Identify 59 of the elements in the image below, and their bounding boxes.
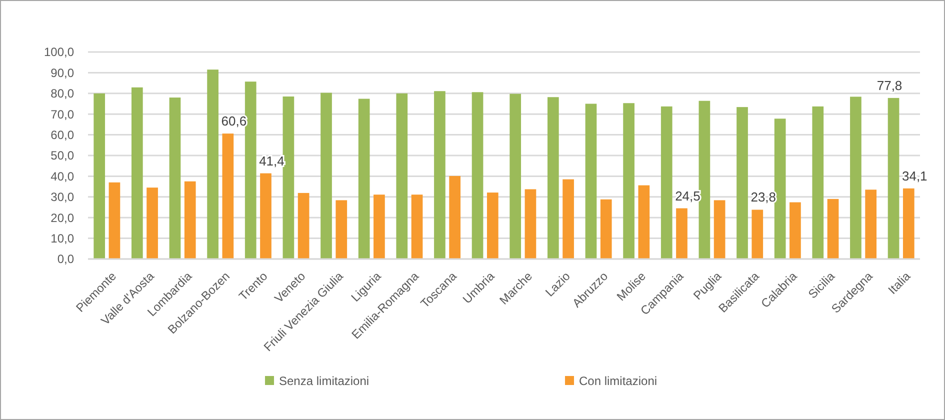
bar <box>411 194 423 259</box>
data-label: 77,8 <box>876 78 902 93</box>
legend-label: Con limitazioni <box>579 374 658 388</box>
bar <box>638 185 650 259</box>
bar <box>698 100 710 259</box>
bar <box>865 190 877 259</box>
bar <box>486 192 498 259</box>
y-tick-label: 90,0 <box>50 66 74 80</box>
data-label: 34,1 <box>902 168 928 184</box>
bar <box>94 93 106 259</box>
bar <box>790 202 801 259</box>
bar <box>244 82 256 259</box>
bar <box>676 208 688 259</box>
bar <box>449 176 461 259</box>
bar <box>336 200 348 259</box>
bar <box>585 104 597 259</box>
y-tick-label: 20,0 <box>50 210 74 225</box>
bar <box>547 97 559 259</box>
bar <box>623 103 634 259</box>
legend-label: Senza limitazioni <box>279 374 370 388</box>
y-tick-label: 30,0 <box>50 190 74 204</box>
y-tick-label: 80,0 <box>50 86 74 101</box>
bar <box>472 92 484 259</box>
bar <box>774 118 786 259</box>
y-tick-label: 50,0 <box>50 148 74 163</box>
bar <box>146 188 158 259</box>
bar <box>714 200 726 259</box>
bar <box>282 96 294 259</box>
bar <box>358 98 370 259</box>
bar <box>524 189 536 259</box>
y-tick-label: 0,0 <box>57 252 74 266</box>
bar <box>374 194 385 259</box>
bar <box>600 199 612 259</box>
bar <box>169 98 181 259</box>
bar <box>184 181 196 259</box>
y-tick-label: 40,0 <box>50 169 74 184</box>
bar <box>260 173 272 259</box>
bar <box>207 70 218 259</box>
bar <box>736 107 748 259</box>
bar <box>902 188 914 259</box>
bar <box>396 93 408 259</box>
y-tick-label: 100,0 <box>44 45 74 60</box>
bar <box>131 87 143 259</box>
bar <box>752 210 764 259</box>
bar <box>660 106 672 259</box>
y-tick-label: 10,0 <box>50 232 74 246</box>
bar <box>298 192 310 259</box>
bar <box>888 98 900 259</box>
bar <box>827 198 839 259</box>
bar <box>108 182 120 259</box>
bar <box>222 134 234 259</box>
y-tick-label: 60,0 <box>50 128 74 142</box>
bar <box>850 96 862 259</box>
bar <box>510 94 522 259</box>
bar <box>434 91 446 259</box>
y-tick-label: 70,0 <box>50 107 74 122</box>
bar <box>812 106 824 259</box>
bar <box>562 179 574 259</box>
bar <box>320 92 332 259</box>
